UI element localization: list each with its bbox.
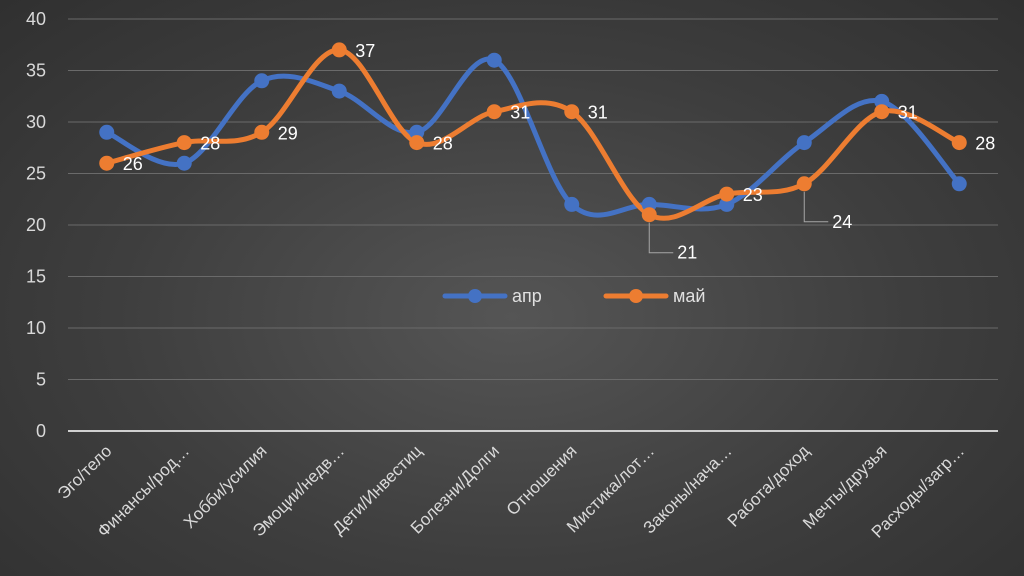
y-tick-label: 20	[26, 215, 46, 235]
y-tick-label: 40	[26, 9, 46, 29]
data-point-apr[interactable]	[564, 196, 580, 212]
data-point-may[interactable]	[254, 124, 270, 140]
data-label: 28	[433, 134, 453, 154]
series-line-apr	[104, 56, 962, 218]
data-label: 37	[355, 41, 375, 61]
data-point-apr[interactable]	[99, 124, 115, 140]
data-label: 31	[588, 103, 608, 123]
data-label: 31	[898, 103, 918, 123]
y-tick-label: 0	[36, 421, 46, 441]
y-tick-label: 35	[26, 61, 46, 81]
data-point-apr[interactable]	[796, 135, 812, 151]
x-axis-ticks: Эго/телоФинансы/род…Хобби/усилияЭмоции/н…	[54, 441, 968, 542]
data-point-may[interactable]	[409, 135, 425, 151]
series-points	[99, 42, 967, 223]
data-point-apr[interactable]	[486, 52, 502, 68]
data-label: 28	[200, 134, 220, 154]
data-point-apr[interactable]	[331, 83, 347, 99]
x-tick-label: Работа/доход	[724, 441, 813, 530]
data-point-apr[interactable]	[874, 93, 890, 109]
y-tick-label: 5	[36, 370, 46, 390]
x-tick-label: Эго/тело	[54, 441, 116, 503]
data-label: 24	[832, 212, 852, 232]
data-point-may[interactable]	[951, 135, 967, 151]
y-tick-label: 15	[26, 267, 46, 287]
legend-item-may[interactable]: май	[603, 286, 705, 306]
data-point-may[interactable]	[331, 42, 347, 58]
leader-line	[648, 222, 674, 254]
gridlines	[68, 18, 998, 432]
data-labels: 26 28 29 37 28 31 31 21 23 24 31 28	[123, 41, 996, 263]
y-axis-ticks: 0 5 10 15 20 25 30 35 40	[26, 9, 46, 441]
series-lines	[104, 47, 962, 221]
data-point-may[interactable]	[176, 135, 192, 151]
x-tick-label: Отношения	[503, 441, 581, 519]
leader-line	[803, 191, 829, 223]
legend-label-apr: апр	[512, 286, 542, 306]
data-point-may[interactable]	[796, 176, 812, 192]
legend[interactable]: апр май	[442, 286, 705, 306]
data-label: 28	[975, 134, 995, 154]
data-label: 26	[123, 154, 143, 174]
data-point-may[interactable]	[719, 186, 735, 202]
data-point-apr[interactable]	[719, 196, 735, 212]
data-point-may[interactable]	[874, 104, 890, 120]
data-label: 21	[677, 243, 697, 263]
data-point-apr[interactable]	[641, 196, 657, 212]
y-tick-label: 30	[26, 112, 46, 132]
data-point-may[interactable]	[564, 104, 580, 120]
legend-item-apr[interactable]: апр	[442, 286, 542, 306]
data-point-may[interactable]	[641, 207, 657, 223]
data-label: 23	[743, 185, 763, 205]
data-label: 31	[510, 103, 530, 123]
y-tick-label: 10	[26, 318, 46, 338]
legend-label-may: май	[673, 286, 705, 306]
data-point-apr[interactable]	[176, 155, 192, 171]
data-point-apr[interactable]	[951, 176, 967, 192]
data-point-apr[interactable]	[254, 73, 270, 89]
data-label: 29	[278, 123, 298, 143]
data-point-may[interactable]	[99, 155, 115, 171]
y-tick-label: 25	[26, 164, 46, 184]
data-point-may[interactable]	[486, 104, 502, 120]
data-point-apr[interactable]	[409, 124, 425, 140]
